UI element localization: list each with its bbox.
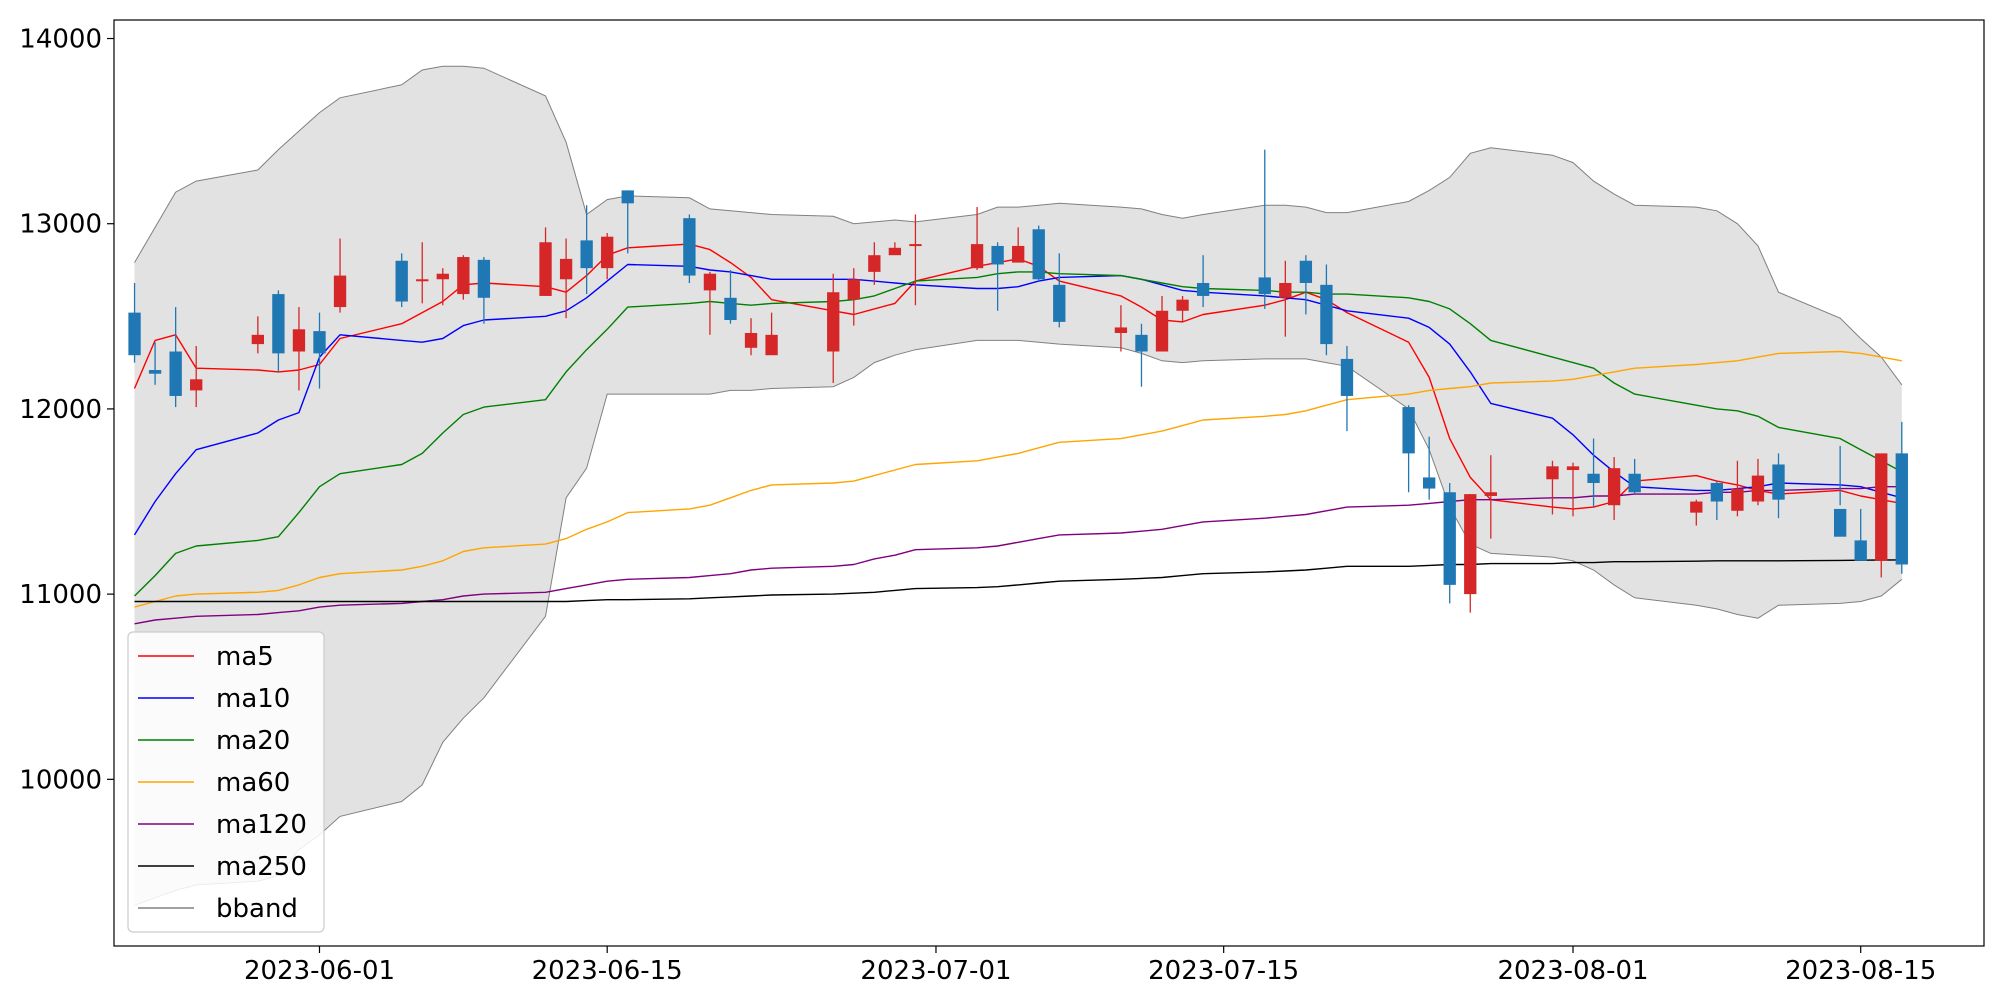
candle-body	[169, 351, 182, 396]
candle-body	[1176, 299, 1189, 311]
candle-body	[1731, 488, 1744, 511]
y-axis: 10000 11000 12000 13000 14000	[19, 25, 114, 795]
y-tick-label: 11000	[19, 580, 102, 610]
y-tick-label: 14000	[19, 25, 102, 55]
candle-body	[683, 218, 696, 276]
candle-body	[1751, 475, 1765, 502]
candle-body	[1628, 473, 1641, 493]
legend-label-ma5: ma5	[216, 642, 274, 672]
candle-body	[1566, 466, 1580, 471]
candle-body	[1299, 260, 1313, 283]
candle-body	[1032, 229, 1045, 280]
candle-body	[703, 273, 717, 291]
candle-body	[457, 257, 470, 295]
candle-body	[1258, 277, 1271, 295]
candle-body	[1320, 284, 1333, 345]
candle-body	[436, 273, 449, 280]
bband-lower-line	[134, 339, 1903, 906]
candle-body	[1772, 464, 1785, 500]
candles-layer	[128, 149, 1908, 613]
candle-body	[1690, 501, 1703, 513]
candle-body	[970, 244, 984, 269]
candle-body	[1607, 468, 1621, 506]
bollinger-band-layer	[134, 65, 1903, 906]
candle-body	[539, 242, 552, 296]
candle-body	[1340, 358, 1354, 396]
candle-body	[313, 331, 326, 354]
y-tick-label: 13000	[19, 210, 102, 240]
candle-body	[724, 297, 737, 321]
candle-body	[1833, 508, 1847, 537]
x-tick-label: 2023-07-15	[1148, 956, 1299, 986]
legend-label-bband: bband	[216, 894, 298, 924]
y-tick-label: 10000	[19, 765, 102, 795]
candle-body	[148, 370, 162, 374]
legend-label-ma120: ma120	[216, 810, 307, 840]
legend-label-ma60: ma60	[216, 768, 290, 798]
legend-label-ma250: ma250	[216, 852, 307, 882]
candle-body	[827, 292, 840, 352]
candle-body	[1875, 453, 1888, 561]
ma10-line	[133, 263, 1902, 536]
candle-body	[128, 312, 141, 356]
plot-area-frame	[113, 19, 1985, 947]
x-tick-label: 2023-07-01	[860, 956, 1011, 986]
candle-body	[765, 334, 778, 356]
ma20-line	[134, 271, 1903, 597]
x-axis: 2023-06-01 2023-06-15 2023-07-01 2023-07-15…	[244, 946, 1936, 986]
candle-body	[621, 190, 634, 204]
candle-body	[847, 279, 860, 300]
candle-body	[251, 334, 265, 345]
candle-body	[190, 379, 203, 391]
candle-body	[333, 275, 347, 308]
candle-body	[1423, 477, 1436, 489]
candle-body	[1155, 310, 1169, 352]
candle-body	[395, 260, 408, 302]
candle-body	[1443, 492, 1456, 585]
candle-body	[991, 245, 1004, 265]
x-tick-label: 2023-06-15	[532, 956, 683, 986]
candle-body	[272, 294, 285, 354]
candle-body	[559, 258, 573, 280]
legend-label-ma10: ma10	[216, 684, 290, 714]
candle-body	[1053, 284, 1066, 322]
x-tick-label: 2023-08-15	[1785, 956, 1936, 986]
candle-body	[744, 332, 758, 348]
legend-label-ma20: ma20	[216, 726, 290, 756]
candle-body	[1710, 483, 1724, 502]
candle-body	[580, 240, 593, 269]
ma60-line	[134, 350, 1902, 608]
legend-box	[127, 631, 325, 933]
candle-body	[1279, 282, 1292, 298]
candle-body	[1135, 334, 1148, 352]
candle-body	[1587, 473, 1600, 483]
candle-body	[292, 329, 306, 352]
x-tick-label: 2023-06-01	[244, 956, 395, 986]
candle-body	[1114, 327, 1128, 333]
ma250-line	[134, 559, 1902, 603]
candle-body	[477, 259, 491, 298]
candle-body	[1196, 282, 1210, 296]
bband-upper-line	[134, 65, 1903, 386]
candle-body	[601, 236, 614, 269]
x-tick-label: 2023-08-01	[1497, 956, 1648, 986]
legend: ma5 ma10 ma20 ma60 ma120 ma250 bband	[127, 631, 325, 933]
candle-body	[1484, 492, 1497, 496]
bband-fill	[134, 66, 1902, 906]
candle-body	[1012, 245, 1025, 263]
candle-body	[1546, 466, 1559, 480]
candle-body	[868, 255, 881, 272]
y-tick-label: 12000	[19, 395, 102, 425]
candle-body	[416, 279, 429, 282]
candle-body	[1895, 453, 1908, 565]
candle-body	[1402, 407, 1415, 454]
candle-body	[1854, 540, 1867, 561]
candle-body	[888, 247, 902, 256]
candle-body	[909, 244, 922, 247]
candle-body	[1464, 494, 1477, 595]
